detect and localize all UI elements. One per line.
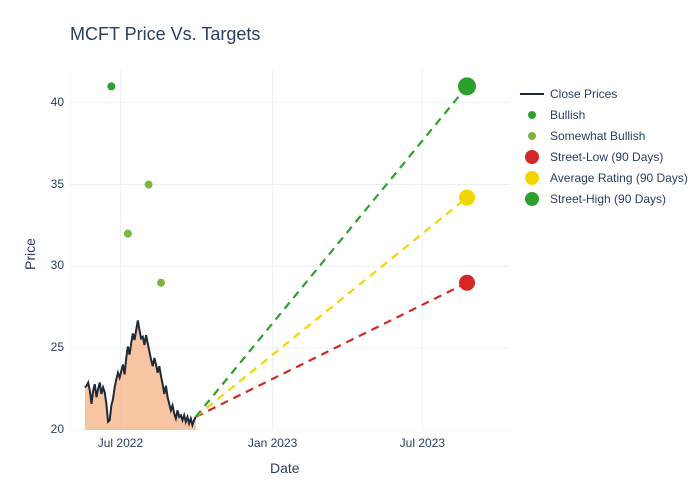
x-tick-label: Jan 2023 — [248, 436, 298, 450]
legend-bigdot-swatch — [525, 150, 539, 164]
y-tick-label: 35 — [40, 177, 64, 191]
legend-item[interactable]: Street-High (90 Days) — [520, 190, 688, 208]
legend-label: Average Rating (90 Days) — [550, 171, 688, 185]
legend-item[interactable]: Street-Low (90 Days) — [520, 148, 688, 166]
y-tick-label: 40 — [40, 95, 64, 109]
legend-item[interactable]: Somewhat Bullish — [520, 127, 688, 145]
y-tick-label: 30 — [40, 258, 64, 272]
legend-dot-swatch — [528, 132, 536, 140]
x-axis-label: Date — [270, 460, 300, 476]
y-tick-label: 25 — [40, 340, 64, 354]
x-tick-label: Jul 2022 — [95, 436, 145, 450]
legend-dot-swatch — [528, 111, 536, 119]
legend-item[interactable]: Average Rating (90 Days) — [520, 169, 688, 187]
legend-bigdot-swatch — [525, 192, 539, 206]
target-projection-lines — [196, 86, 467, 417]
legend-label: Street-High (90 Days) — [550, 192, 666, 206]
legend-item[interactable]: Close Prices — [520, 85, 688, 103]
chart-plot — [70, 70, 510, 430]
legend-label: Somewhat Bullish — [550, 129, 645, 143]
legend: Close Prices Bullish Somewhat Bullish Stree… — [520, 85, 688, 211]
y-tick-label: 20 — [40, 422, 64, 436]
chart-container: MCFT Price Vs. Targets Price Date Jul 20… — [0, 0, 700, 500]
legend-label: Bullish — [550, 108, 585, 122]
legend-line-swatch — [520, 93, 544, 95]
legend-label: Close Prices — [550, 87, 617, 101]
chart-title: MCFT Price Vs. Targets — [70, 24, 260, 45]
legend-bigdot-swatch — [525, 171, 539, 185]
legend-label: Street-Low (90 Days) — [550, 150, 663, 164]
x-tick-label: Jul 2023 — [397, 436, 447, 450]
legend-item[interactable]: Bullish — [520, 106, 688, 124]
somewhat-bullish-markers — [124, 181, 165, 287]
y-axis-label: Price — [22, 238, 38, 270]
bullish-markers — [107, 82, 115, 90]
